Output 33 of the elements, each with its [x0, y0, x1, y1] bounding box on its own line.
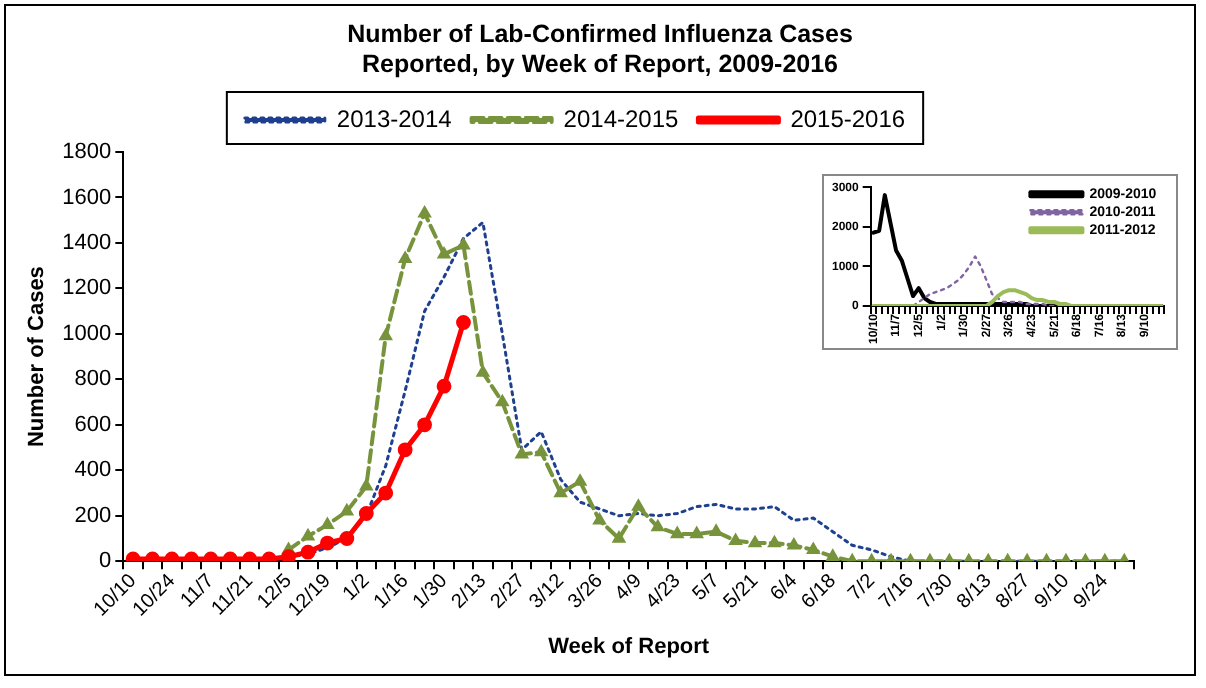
x-tick-label: 3/26 — [564, 569, 609, 614]
y-tick-label: 800 — [74, 367, 112, 392]
y-tick-label: 1400 — [62, 231, 112, 255]
x-tick-label: 6/4 — [766, 569, 803, 606]
x-tick-label: 8/13 — [953, 569, 997, 614]
y-tick-label: 600 — [74, 412, 112, 437]
y-tick-label: 1800 — [62, 140, 112, 165]
y-axis-title: Number of Cases — [25, 266, 50, 448]
x-tick-label: 1/30 — [409, 569, 453, 614]
legend-label: 2014-2015 — [563, 104, 680, 133]
x-tick-label: 7/16 — [875, 569, 920, 614]
y-tick-label: 400 — [74, 458, 112, 483]
x-tick-label: 5/21 — [720, 569, 764, 614]
x-tick-label: 7/2 — [844, 569, 881, 606]
y-tick-label: 0 — [99, 549, 112, 574]
chart-title: Number of Lab-Confirmed Influenza Cases Reported, by Week of Report, 2009-2016 — [345, 20, 855, 80]
x-axis-title: Week of Report — [548, 634, 710, 659]
x-tick-label: 9/24 — [1069, 569, 1114, 614]
x-tick-label: 3/12 — [525, 569, 570, 614]
y-tick-label: 1200 — [62, 276, 112, 301]
x-tick-label: 4/9 — [611, 569, 648, 606]
legend-label: 2015-2016 — [790, 104, 906, 133]
legend-label: 2013-2014 — [336, 104, 453, 133]
x-tick-label: 4/23 — [642, 569, 686, 614]
x-tick-label: 5/7 — [689, 569, 725, 606]
y-tick-label: 200 — [74, 503, 112, 528]
x-tick-label: 7/30 — [914, 569, 959, 614]
x-tick-label: 9/10 — [1031, 569, 1075, 614]
x-tick-label: 6/18 — [797, 569, 842, 614]
y-tick-label: 1600 — [62, 185, 112, 210]
x-tick-label: 1/2 — [339, 569, 376, 606]
x-tick-label: 1/16 — [370, 569, 414, 614]
y-tick-label: 1000 — [62, 321, 112, 346]
